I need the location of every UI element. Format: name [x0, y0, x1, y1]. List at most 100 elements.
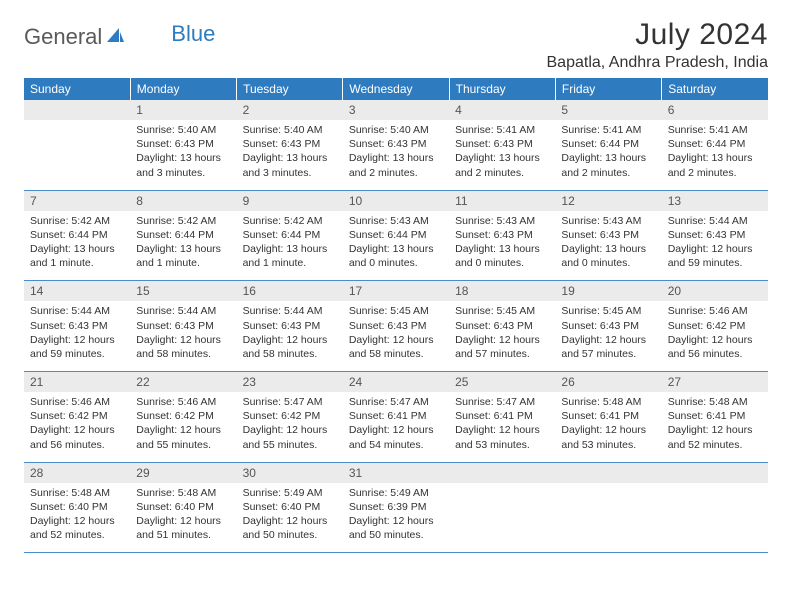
day-number-cell: 17: [343, 281, 449, 302]
sunrise-text: Sunrise: 5:44 AM: [30, 304, 124, 318]
daylight-text-1: Daylight: 12 hours: [349, 423, 443, 437]
weekday-header: Tuesday: [237, 78, 343, 100]
sunset-text: Sunset: 6:41 PM: [668, 409, 762, 423]
sunrise-text: Sunrise: 5:48 AM: [30, 486, 124, 500]
day-content-cell: Sunrise: 5:42 AMSunset: 6:44 PMDaylight:…: [237, 211, 343, 281]
calendar-table: Sunday Monday Tuesday Wednesday Thursday…: [24, 78, 768, 553]
sunrise-text: Sunrise: 5:45 AM: [455, 304, 549, 318]
day-number-cell: 3: [343, 100, 449, 120]
sunrise-text: Sunrise: 5:45 AM: [349, 304, 443, 318]
sunset-text: Sunset: 6:42 PM: [243, 409, 337, 423]
sunrise-text: Sunrise: 5:44 AM: [136, 304, 230, 318]
daylight-text-1: Daylight: 13 hours: [349, 151, 443, 165]
sunset-text: Sunset: 6:43 PM: [136, 319, 230, 333]
daylight-text-2: and 52 minutes.: [30, 528, 124, 542]
day-content-cell: Sunrise: 5:48 AMSunset: 6:40 PMDaylight:…: [24, 483, 130, 553]
day-content-cell: Sunrise: 5:44 AMSunset: 6:43 PMDaylight:…: [662, 211, 768, 281]
day-number-cell: 25: [449, 372, 555, 393]
daylight-text-1: Daylight: 13 hours: [243, 242, 337, 256]
daylight-text-2: and 0 minutes.: [455, 256, 549, 270]
sunset-text: Sunset: 6:43 PM: [243, 137, 337, 151]
weekday-header: Saturday: [662, 78, 768, 100]
weekday-header: Thursday: [449, 78, 555, 100]
daylight-text-2: and 55 minutes.: [136, 438, 230, 452]
sunset-text: Sunset: 6:42 PM: [668, 319, 762, 333]
daylight-text-2: and 58 minutes.: [349, 347, 443, 361]
day-content-cell: Sunrise: 5:47 AMSunset: 6:41 PMDaylight:…: [343, 392, 449, 462]
day-number-cell: 8: [130, 190, 236, 211]
day-content-cell: Sunrise: 5:42 AMSunset: 6:44 PMDaylight:…: [24, 211, 130, 281]
sunrise-text: Sunrise: 5:48 AM: [668, 395, 762, 409]
sunset-text: Sunset: 6:44 PM: [349, 228, 443, 242]
sunrise-text: Sunrise: 5:40 AM: [136, 123, 230, 137]
sunset-text: Sunset: 6:43 PM: [349, 319, 443, 333]
sunrise-text: Sunrise: 5:43 AM: [455, 214, 549, 228]
daylight-text-2: and 50 minutes.: [243, 528, 337, 542]
day-content-cell: Sunrise: 5:49 AMSunset: 6:39 PMDaylight:…: [343, 483, 449, 553]
sunrise-text: Sunrise: 5:40 AM: [243, 123, 337, 137]
day-number-cell: 4: [449, 100, 555, 120]
day-number-row: 78910111213: [24, 190, 768, 211]
daylight-text-2: and 57 minutes.: [561, 347, 655, 361]
sunset-text: Sunset: 6:43 PM: [243, 319, 337, 333]
sunset-text: Sunset: 6:40 PM: [30, 500, 124, 514]
daylight-text-2: and 2 minutes.: [561, 166, 655, 180]
day-content-cell: Sunrise: 5:49 AMSunset: 6:40 PMDaylight:…: [237, 483, 343, 553]
day-number-row: 21222324252627: [24, 372, 768, 393]
day-content-cell: Sunrise: 5:46 AMSunset: 6:42 PMDaylight:…: [662, 301, 768, 371]
day-content-cell: Sunrise: 5:45 AMSunset: 6:43 PMDaylight:…: [555, 301, 661, 371]
daylight-text-1: Daylight: 12 hours: [30, 423, 124, 437]
day-number-cell: 24: [343, 372, 449, 393]
daylight-text-1: Daylight: 13 hours: [668, 151, 762, 165]
sunrise-text: Sunrise: 5:48 AM: [136, 486, 230, 500]
daylight-text-2: and 54 minutes.: [349, 438, 443, 452]
daylight-text-2: and 53 minutes.: [455, 438, 549, 452]
daylight-text-2: and 50 minutes.: [349, 528, 443, 542]
daylight-text-2: and 55 minutes.: [243, 438, 337, 452]
day-number-cell: 29: [130, 462, 236, 483]
daylight-text-2: and 51 minutes.: [136, 528, 230, 542]
sunrise-text: Sunrise: 5:47 AM: [243, 395, 337, 409]
month-title: July 2024: [547, 18, 769, 52]
daylight-text-1: Daylight: 13 hours: [243, 151, 337, 165]
day-number-cell: 19: [555, 281, 661, 302]
sunrise-text: Sunrise: 5:48 AM: [561, 395, 655, 409]
sunrise-text: Sunrise: 5:44 AM: [668, 214, 762, 228]
day-content-row: Sunrise: 5:40 AMSunset: 6:43 PMDaylight:…: [24, 120, 768, 190]
daylight-text-1: Daylight: 12 hours: [136, 514, 230, 528]
daylight-text-1: Daylight: 12 hours: [243, 514, 337, 528]
day-content-cell: Sunrise: 5:47 AMSunset: 6:41 PMDaylight:…: [449, 392, 555, 462]
daylight-text-2: and 52 minutes.: [668, 438, 762, 452]
day-content-cell: Sunrise: 5:41 AMSunset: 6:44 PMDaylight:…: [662, 120, 768, 190]
day-content-cell: Sunrise: 5:47 AMSunset: 6:42 PMDaylight:…: [237, 392, 343, 462]
day-number-cell: 20: [662, 281, 768, 302]
weekday-header: Wednesday: [343, 78, 449, 100]
daylight-text-2: and 3 minutes.: [136, 166, 230, 180]
daylight-text-1: Daylight: 13 hours: [561, 242, 655, 256]
logo-text-general: General: [24, 24, 102, 50]
day-number-row: 14151617181920: [24, 281, 768, 302]
day-number-row: 123456: [24, 100, 768, 120]
day-content-cell: Sunrise: 5:46 AMSunset: 6:42 PMDaylight:…: [24, 392, 130, 462]
sunrise-text: Sunrise: 5:41 AM: [561, 123, 655, 137]
day-number-cell: 27: [662, 372, 768, 393]
sunset-text: Sunset: 6:44 PM: [30, 228, 124, 242]
sunset-text: Sunset: 6:41 PM: [561, 409, 655, 423]
day-content-cell: Sunrise: 5:45 AMSunset: 6:43 PMDaylight:…: [343, 301, 449, 371]
daylight-text-1: Daylight: 12 hours: [668, 242, 762, 256]
sunrise-text: Sunrise: 5:43 AM: [561, 214, 655, 228]
sunrise-text: Sunrise: 5:49 AM: [243, 486, 337, 500]
day-content-cell: Sunrise: 5:46 AMSunset: 6:42 PMDaylight:…: [130, 392, 236, 462]
daylight-text-1: Daylight: 13 hours: [30, 242, 124, 256]
day-number-cell: 2: [237, 100, 343, 120]
day-content-row: Sunrise: 5:48 AMSunset: 6:40 PMDaylight:…: [24, 483, 768, 553]
daylight-text-2: and 2 minutes.: [668, 166, 762, 180]
day-number-cell: 14: [24, 281, 130, 302]
day-number-cell: 31: [343, 462, 449, 483]
sunrise-text: Sunrise: 5:47 AM: [455, 395, 549, 409]
day-number-cell: 26: [555, 372, 661, 393]
day-content-row: Sunrise: 5:46 AMSunset: 6:42 PMDaylight:…: [24, 392, 768, 462]
sunset-text: Sunset: 6:43 PM: [455, 228, 549, 242]
daylight-text-1: Daylight: 12 hours: [668, 333, 762, 347]
daylight-text-1: Daylight: 13 hours: [136, 242, 230, 256]
